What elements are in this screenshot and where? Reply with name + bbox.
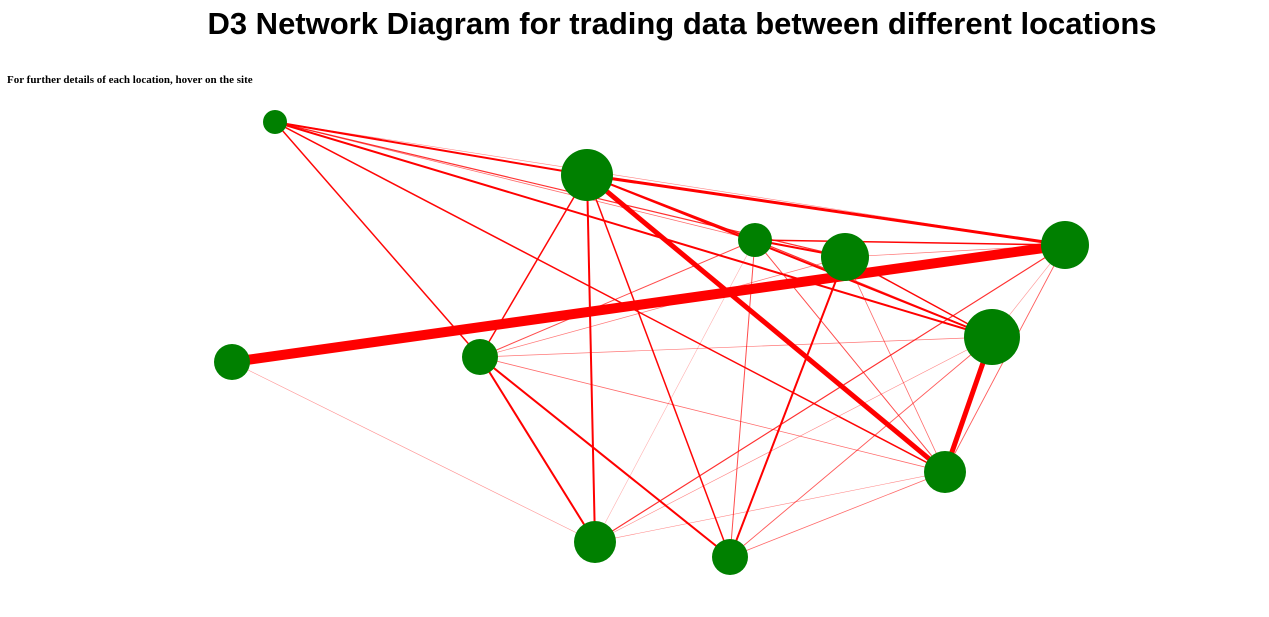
site-node-n9[interactable]	[924, 451, 966, 493]
link-n1-n8	[274, 121, 481, 358]
link-n4-n11	[729, 256, 846, 558]
site-node-n2[interactable]	[561, 149, 613, 201]
link-n3-n11	[729, 239, 756, 558]
link-n9-n8	[479, 356, 946, 473]
link-n8-n11	[479, 356, 731, 558]
link-n7-n5	[231, 240, 1066, 367]
link-n2-n9	[585, 173, 947, 474]
link-n4-n8	[479, 256, 846, 358]
hover-instructions: For further details of each location, ho…	[7, 74, 253, 86]
link-n3-n6	[754, 239, 993, 338]
link-n3-n8	[479, 239, 756, 358]
link-n6-n10	[594, 336, 993, 543]
link-n2-n11	[586, 174, 731, 558]
site-node-n7[interactable]	[214, 344, 250, 380]
site-node-n3[interactable]	[738, 223, 772, 257]
link-n3-n9	[754, 239, 946, 473]
link-n1-n5	[274, 121, 1066, 246]
link-n1-n6	[274, 121, 993, 338]
site-node-n1[interactable]	[263, 110, 287, 134]
page-title: D3 Network Diagram for trading data betw…	[207, 6, 1157, 41]
link-n5-n10	[594, 244, 1066, 543]
link-n2-n10	[586, 174, 596, 543]
site-node-n10[interactable]	[574, 521, 616, 563]
link-n9-n11	[729, 471, 946, 558]
site-node-n6[interactable]	[964, 309, 1020, 365]
link-n9-n10	[594, 471, 946, 543]
link-n6-n11	[729, 336, 993, 558]
link-n3-n5	[754, 239, 1066, 246]
nodes-layer	[214, 110, 1089, 575]
link-n2-n8	[479, 174, 588, 358]
site-node-n11[interactable]	[712, 539, 748, 575]
site-node-n4[interactable]	[821, 233, 869, 281]
link-n4-n5	[844, 244, 1066, 258]
link-n1-n9	[274, 121, 946, 473]
link-n1-n2	[274, 121, 588, 176]
link-n2-n3	[586, 174, 756, 241]
link-n8-n10	[479, 356, 596, 543]
link-n4-n9	[844, 256, 946, 473]
link-n2-n5	[586, 173, 1066, 247]
site-node-n5[interactable]	[1041, 221, 1089, 269]
link-n7-n10	[231, 361, 596, 543]
link-n1-n3	[274, 121, 756, 241]
site-node-n8[interactable]	[462, 339, 498, 375]
link-n6-n8	[479, 336, 993, 358]
link-n3-n10	[594, 239, 756, 543]
